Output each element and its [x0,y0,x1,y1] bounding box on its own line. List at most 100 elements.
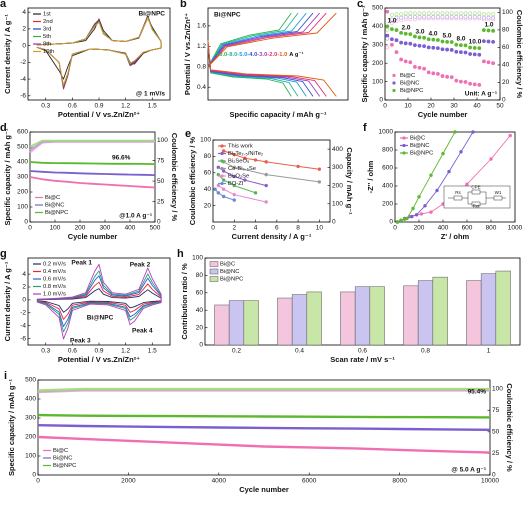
legend-label: Bi@C [220,262,235,268]
data-point [399,218,403,222]
data-point [431,14,436,19]
data-point [317,167,322,171]
y2-tick-label: 0 [157,219,161,226]
data-point [385,9,390,14]
annotation: Bi@NPC [214,12,241,19]
inset-label: W1 [495,190,502,195]
x-tick-label: 200 [75,225,86,232]
data-point [216,191,221,195]
data-point [454,78,459,83]
y2-tick-label: 60 [502,44,510,51]
data-point [405,216,409,221]
y2-tick-label: 20 [502,79,510,86]
x-tick-label: 6 [275,225,279,232]
bar [340,291,356,346]
data-point [445,74,450,79]
y-tick-label: 0.4 [197,84,206,91]
x-tick-label: 0 [28,225,32,232]
data-point [394,38,399,43]
y-tick-label: 1000 [379,129,394,136]
y-tick-label: 300 [25,415,36,422]
data-line [36,263,162,340]
annotation: Peak 2 [130,262,151,269]
annotation: 1.0 [387,18,396,25]
data-point [486,15,491,20]
data-point [445,14,450,19]
bar [417,280,434,346]
circuit-element [471,201,481,207]
legend-label: 0.4 mV/s [43,269,66,275]
data-point [468,81,473,86]
data-point [412,14,417,19]
panel-label: i [4,370,7,382]
legend-label: 3rd [43,27,51,33]
data-point [435,71,440,76]
annotation: 3.0 [415,29,424,36]
x-axis-label: Cycle number [239,485,289,494]
data-point [403,31,408,36]
y-axis-label: Contribution ratio / % [180,263,189,340]
y-tick-label: 60 [196,290,204,297]
legend-label: Bi@NC [410,143,429,149]
circuit-element [453,195,463,201]
data-point [477,11,482,16]
panel: b 0.4 0.8 1.2 1.6 Specific capacity / mAh g⁻¹… [180,0,349,119]
bar [354,286,371,346]
data-point [399,30,404,35]
legend-label: 3.0 [259,52,267,58]
y-tick-label: 40 [196,307,204,314]
y2-axis-label: Coulombic efficiency / % [515,10,524,99]
data-point [412,64,417,69]
data-point [463,14,468,19]
panel: i0 2000 4000 6000 8000 1000001002003004005000… [4,370,514,494]
data-line [36,15,162,88]
data-point [232,165,236,170]
x-tick-label: 0.9 [94,348,103,355]
x-axis-label: Specific capacity / mAh g⁻¹ [230,110,327,119]
x-tick-label: 0.9 [94,103,103,110]
legend-label: Bi@NPC [220,277,243,283]
data-point [465,182,469,186]
data-point [458,11,463,16]
panel-label: c [357,0,363,10]
x-axis-label: Current density / A g⁻¹ [232,232,312,241]
bar [403,285,419,346]
annotation: Bi@NPC [138,11,165,18]
legend-label: Bi@NC [45,203,64,209]
y-tick-label: -2 [20,59,26,66]
data-point [477,83,482,87]
data-point [435,38,440,42]
y-tick-label: 400 [17,159,28,166]
x-tick-label: 1000 [508,225,523,232]
data-point [441,151,445,156]
x-tick-label: 10000 [481,478,499,485]
data-point [472,82,477,87]
x-tick-label: 0.6 [358,348,367,355]
data-line [36,15,162,90]
data-point [253,158,258,162]
y-axis-label: Current density / A g⁻¹ [3,14,12,94]
legend-label: This work [228,144,253,150]
x-tick-label: 0.6 [68,348,77,355]
x-axis-label: Cycle number [68,232,118,241]
data-point [459,150,463,154]
annotation: Unit: A g⁻¹ [465,91,497,98]
data-point [463,50,468,55]
data-point [232,183,236,188]
inset-label: CPE [471,185,480,190]
y2-axis-label: Coulombic efficiency / % [170,133,179,222]
y-axis-label: Coulombic efficiency / % [188,136,197,225]
data-point [454,49,459,54]
legend: 10.0-8.0-5.0-4.0-3.0-2.0-1.0 A g⁻¹ [216,51,303,58]
y2-tick-label: 100 [332,200,343,207]
annotation: Peak 1 [71,260,92,267]
data-line [37,435,491,454]
y-tick-label: 20 [204,202,212,209]
data-point [481,59,486,64]
data-point [417,43,422,48]
legend-label: Bi@NPC [53,463,76,469]
y-axis-label: Potential / V vs.Zn/Zn²⁺ [183,13,192,95]
y-tick-label: -6 [20,335,26,342]
y-tick-label: 60 [204,170,212,177]
plot-frame [212,139,331,223]
